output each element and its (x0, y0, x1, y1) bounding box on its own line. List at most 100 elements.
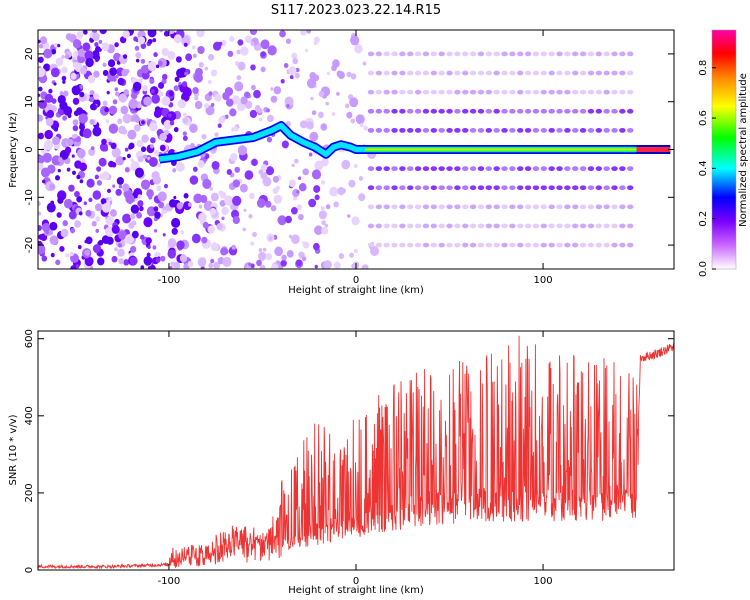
harmonic-mark (367, 51, 375, 57)
harmonic-mark (517, 51, 524, 57)
noise-blob (280, 259, 287, 267)
noise-blob (229, 153, 238, 162)
harmonic-mark (517, 185, 524, 191)
snr-xtick-label: 100 (534, 576, 553, 587)
noise-blob (53, 82, 57, 86)
noise-blob (59, 91, 64, 96)
harmonic-mark (564, 166, 571, 172)
noise-blob (236, 49, 241, 55)
harmonic-mark (619, 51, 626, 57)
harmonic-mark (595, 185, 603, 191)
harmonic-mark (407, 108, 414, 114)
noise-blob (124, 147, 129, 152)
noise-blob (197, 257, 207, 267)
noise-blob (125, 193, 135, 204)
noise-blob (294, 72, 300, 79)
noise-blob (89, 96, 95, 103)
noise-blob (262, 176, 272, 187)
harmonic-mark (454, 223, 461, 229)
harmonic-mark (627, 89, 634, 95)
noise-blob (350, 118, 355, 124)
noise-blob (306, 30, 312, 34)
noise-blob (110, 142, 117, 150)
noise-blob (115, 155, 125, 166)
noise-blob (118, 184, 123, 189)
harmonic-mark (509, 223, 516, 229)
noise-blob (42, 152, 52, 163)
harmonic-mark (485, 185, 493, 191)
noise-blob (41, 255, 48, 262)
harmonic-mark (469, 51, 477, 57)
noise-blob (214, 132, 219, 137)
harmonic-mark (469, 127, 477, 133)
noise-blob (61, 55, 65, 59)
harmonic-mark (399, 51, 406, 57)
noise-blob (209, 207, 217, 216)
harmonic-mark (414, 127, 422, 133)
noise-blob (298, 182, 307, 192)
noise-blob (72, 97, 80, 105)
noise-blob (168, 30, 176, 34)
noise-blob (38, 162, 43, 167)
snr-series-line (38, 335, 674, 570)
noise-blob (229, 108, 237, 117)
harmonic-mark (532, 89, 540, 95)
noise-blob (106, 90, 110, 95)
noise-blob (350, 35, 360, 46)
harmonic-mark (627, 108, 634, 114)
harmonic-mark (493, 89, 500, 95)
noise-blob (253, 89, 261, 99)
noise-blob (296, 204, 303, 211)
harmonic-mark (399, 108, 406, 114)
noise-blob (38, 114, 43, 122)
noise-blob (89, 90, 95, 96)
noise-blob (117, 118, 123, 125)
spectrogram-xtick-label: 0 (353, 275, 359, 286)
harmonic-mark (603, 127, 610, 133)
noise-blob (85, 57, 94, 68)
noise-blob (207, 225, 215, 234)
noise-blob (57, 196, 64, 204)
noise-blob (270, 205, 277, 212)
noise-blob (76, 174, 81, 180)
noise-blob (147, 30, 157, 38)
harmonic-mark (548, 223, 555, 229)
harmonic-mark (587, 204, 595, 210)
noise-blob (240, 96, 248, 105)
noise-blob (321, 157, 329, 167)
noise-blob (134, 45, 140, 51)
harmonic-mark (603, 166, 610, 172)
harmonic-mark (517, 166, 524, 172)
noise-blob (250, 64, 256, 71)
spectrogram-ytick-label: 20 (24, 48, 35, 61)
noise-blob (128, 142, 135, 149)
harmonic-mark (391, 223, 398, 229)
harmonic-mark (540, 242, 548, 248)
noise-blob (320, 205, 325, 211)
noise-blob (337, 186, 345, 196)
harmonic-mark (407, 242, 414, 248)
noise-blob (68, 184, 75, 192)
noise-blob (207, 79, 212, 85)
noise-blob (57, 168, 61, 173)
noise-blob (210, 102, 215, 107)
harmonic-mark (462, 185, 469, 191)
noise-blob (204, 103, 209, 109)
noise-blob (312, 242, 320, 251)
noise-blob (296, 190, 300, 194)
harmonic-mark (579, 89, 587, 95)
noise-blob (243, 208, 247, 212)
noise-blob (94, 174, 99, 180)
harmonic-mark (375, 185, 383, 191)
noise-blob (311, 169, 322, 180)
noise-blob (155, 257, 161, 263)
noise-blob (162, 206, 167, 211)
noise-blob (227, 50, 234, 57)
snr-ylabel: SNR (10 * v/v) (8, 414, 19, 485)
noise-blob (350, 73, 357, 80)
harmonic-mark (375, 204, 383, 210)
harmonic-mark (438, 70, 445, 76)
harmonic-mark (430, 204, 438, 210)
noise-blob (63, 198, 73, 209)
noise-blob (59, 101, 68, 111)
